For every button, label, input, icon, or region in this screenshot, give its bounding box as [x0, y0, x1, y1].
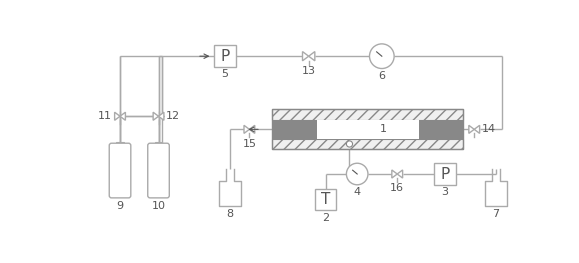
Circle shape: [346, 163, 368, 185]
Polygon shape: [115, 112, 120, 120]
Bar: [419, 120, 463, 139]
FancyBboxPatch shape: [109, 143, 131, 198]
Text: 10: 10: [152, 201, 166, 211]
Text: 16: 16: [390, 184, 404, 194]
Bar: [214, 45, 236, 67]
Text: T: T: [321, 192, 330, 207]
Polygon shape: [120, 112, 126, 120]
Text: P: P: [220, 49, 229, 64]
Text: 4: 4: [354, 187, 361, 197]
Bar: [273, 139, 463, 149]
FancyBboxPatch shape: [148, 143, 169, 198]
Polygon shape: [153, 112, 159, 120]
Polygon shape: [302, 52, 309, 61]
Polygon shape: [392, 170, 397, 178]
Polygon shape: [474, 125, 479, 133]
Text: 9: 9: [116, 201, 123, 211]
Bar: [315, 189, 336, 210]
Polygon shape: [309, 52, 315, 61]
Bar: [273, 120, 317, 139]
Polygon shape: [159, 112, 164, 120]
Polygon shape: [397, 170, 402, 178]
Polygon shape: [244, 125, 250, 133]
Bar: [155, 142, 162, 145]
Text: P: P: [441, 166, 449, 181]
Text: 3: 3: [441, 187, 449, 197]
Text: 7: 7: [492, 209, 499, 219]
Bar: [273, 109, 463, 120]
Text: 6: 6: [378, 71, 385, 81]
Polygon shape: [469, 125, 474, 133]
Circle shape: [346, 141, 353, 147]
Text: 14: 14: [482, 124, 496, 134]
Text: 15: 15: [243, 139, 256, 149]
Bar: [116, 142, 124, 145]
Circle shape: [369, 44, 394, 69]
Text: 13: 13: [302, 66, 316, 76]
Bar: [317, 120, 419, 139]
Text: 5: 5: [221, 69, 228, 79]
Text: 12: 12: [166, 111, 180, 121]
Text: 2: 2: [322, 213, 329, 222]
Text: 11: 11: [98, 111, 112, 121]
Polygon shape: [250, 125, 255, 133]
Text: 1: 1: [380, 124, 387, 134]
Text: 8: 8: [226, 209, 234, 219]
Bar: [434, 163, 456, 185]
Bar: [273, 109, 463, 149]
